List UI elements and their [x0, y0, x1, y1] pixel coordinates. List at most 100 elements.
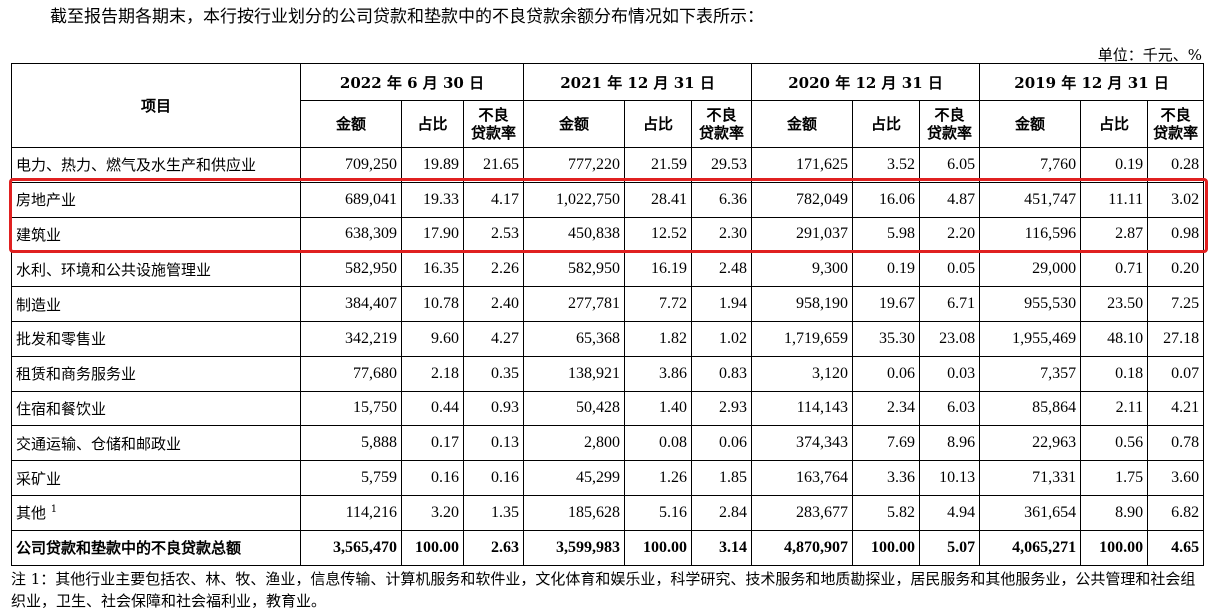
amount-cell: 1,719,659 [751, 320, 854, 357]
period-header: 2020 年 12 月 31 日 [751, 63, 981, 101]
share-cell: 0.44 [401, 390, 464, 427]
npl-rate-header-line2: 贷款率 [699, 124, 745, 142]
share-cell: 1.40 [624, 390, 693, 427]
amount-cell: 185,628 [523, 494, 626, 531]
amount-cell: 163,764 [751, 460, 854, 496]
npl-rate-cell: 1.85 [691, 460, 753, 496]
share-cell: 28.41 [624, 181, 693, 218]
npl-rate-cell: 3.14 [691, 529, 753, 566]
npl-rate-cell: 2.20 [919, 216, 981, 253]
amount-cell: 65,368 [523, 320, 626, 357]
npl-rate-cell: 1.35 [462, 494, 525, 531]
industry-name-cell: 制造业 [11, 286, 301, 322]
npl-rate-cell: 10.13 [919, 460, 981, 496]
industry-name: 电力、热力、燃气及水生产和供应业 [16, 156, 257, 175]
amount-cell: 4,870,907 [751, 529, 854, 566]
industry-name-cell: 其他 1 [11, 494, 301, 531]
table-row: 其他 1 114,216 3.20 1.35 185,628 5.16 2.84 283,67… [11, 494, 1205, 531]
npl-rate-cell: 2.93 [691, 390, 753, 427]
npl-rate-cell: 0.78 [1147, 425, 1205, 462]
industry-name: 公司贷款和垫款中的不良贷款总额 [16, 539, 242, 558]
industry-name-cell: 交通运输、仓储和邮政业 [11, 425, 301, 462]
industry-name: 建筑业 [16, 225, 62, 244]
footnote-marker: 1 [50, 504, 58, 516]
industry-name-cell: 电力、热力、燃气及水生产和供应业 [11, 147, 301, 183]
share-cell: 16.06 [852, 181, 921, 218]
share-cell: 100.00 [852, 529, 921, 566]
amount-cell: 114,216 [300, 494, 402, 531]
amount-cell: 5,759 [300, 460, 402, 496]
amount-cell: 638,309 [300, 216, 402, 253]
amount-cell: 77,680 [300, 355, 402, 392]
npl-rate-header-line1: 不良 [934, 106, 965, 124]
amount-cell: 709,250 [300, 147, 402, 183]
npl-rate-cell: 3.02 [1147, 181, 1205, 218]
npl-rate-cell: 4.87 [919, 181, 981, 218]
amount-cell: 3,599,983 [523, 529, 626, 566]
share-cell: 35.30 [852, 320, 921, 357]
share-cell: 16.19 [624, 251, 693, 288]
amount-cell: 777,220 [523, 147, 626, 183]
share-cell: 100.00 [1080, 529, 1149, 566]
npl-rate-cell: 2.63 [462, 529, 525, 566]
amount-cell: 29,000 [979, 251, 1082, 288]
amount-cell: 7,760 [979, 147, 1082, 183]
npl-rate-cell: 4.27 [462, 320, 525, 357]
npl-rate-cell: 0.20 [1147, 251, 1205, 288]
industry-name-cell: 水利、环境和公共设施管理业 [11, 251, 301, 288]
amount-cell: 4,065,271 [979, 529, 1082, 566]
npl-rate-cell: 6.82 [1147, 494, 1205, 531]
amount-cell: 582,950 [300, 251, 402, 288]
npl-rate-cell: 1.02 [691, 320, 753, 357]
amount-cell: 3,120 [751, 355, 854, 392]
npl-rate-cell: 8.96 [919, 425, 981, 462]
npl-rate-cell: 0.05 [919, 251, 981, 288]
industry-name-cell: 公司贷款和垫款中的不良贷款总额 [11, 529, 301, 566]
industry-name-cell: 批发和零售业 [11, 320, 301, 357]
npl-rate-cell: 2.26 [462, 251, 525, 288]
npl-rate-cell: 29.53 [691, 147, 753, 183]
npl-rate-cell: 0.13 [462, 425, 525, 462]
amount-cell: 15,750 [300, 390, 402, 427]
npl-rate-cell: 0.16 [462, 460, 525, 496]
amount-cell: 582,950 [523, 251, 626, 288]
npl-rate-cell: 2.53 [462, 216, 525, 253]
npl-rate-cell: 7.25 [1147, 286, 1205, 322]
npl-rate-cell: 5.07 [919, 529, 981, 566]
industry-name: 批发和零售业 [16, 330, 107, 349]
share-cell: 3.20 [401, 494, 464, 531]
industry-name-cell: 房地产业 [11, 181, 301, 218]
npl-rate-cell: 0.28 [1147, 147, 1205, 183]
npl-rate-header-line1: 不良 [706, 106, 737, 124]
npl-rate-cell: 0.35 [462, 355, 525, 392]
amount-cell: 342,219 [300, 320, 402, 357]
amount-cell: 50,428 [523, 390, 626, 427]
share-cell: 100.00 [401, 529, 464, 566]
table-row: 租赁和商务服务业 77,680 2.18 0.35 138,921 3.86 0.83 3,1… [11, 355, 1205, 392]
amount-cell: 138,921 [523, 355, 626, 392]
period-header: 2022 年 6 月 30 日 [299, 63, 525, 101]
amount-cell: 782,049 [751, 181, 854, 218]
npl-rate-cell: 0.93 [462, 390, 525, 427]
amount-header: 金额 [523, 100, 626, 148]
share-cell: 8.90 [1080, 494, 1149, 531]
industry-name-cell: 租赁和商务服务业 [11, 355, 301, 392]
npl-rate-cell: 0.03 [919, 355, 981, 392]
npl-rate-cell: 1.94 [691, 286, 753, 322]
npl-rate-header-line2: 贷款率 [927, 124, 973, 142]
npl-rate-cell: 2.48 [691, 251, 753, 288]
share-cell: 2.87 [1080, 216, 1149, 253]
industry-name-cell: 采矿业 [11, 460, 301, 496]
intro-text: 截至报告期各期末，本行按行业划分的公司贷款和垫款中的不良贷款余额分布情况如下表所… [50, 7, 764, 27]
amount-cell: 85,864 [979, 390, 1082, 427]
share-cell: 3.52 [852, 147, 921, 183]
share-cell: 2.34 [852, 390, 921, 427]
amount-cell: 689,041 [300, 181, 402, 218]
amount-cell: 45,299 [523, 460, 626, 496]
npl-rate-cell: 27.18 [1147, 320, 1205, 357]
share-cell: 10.78 [401, 286, 464, 322]
npl-rate-cell: 4.17 [462, 181, 525, 218]
npl-rate-cell: 0.06 [691, 425, 753, 462]
share-cell: 5.82 [852, 494, 921, 531]
npl-rate-header: 不良 贷款率 [919, 100, 981, 148]
